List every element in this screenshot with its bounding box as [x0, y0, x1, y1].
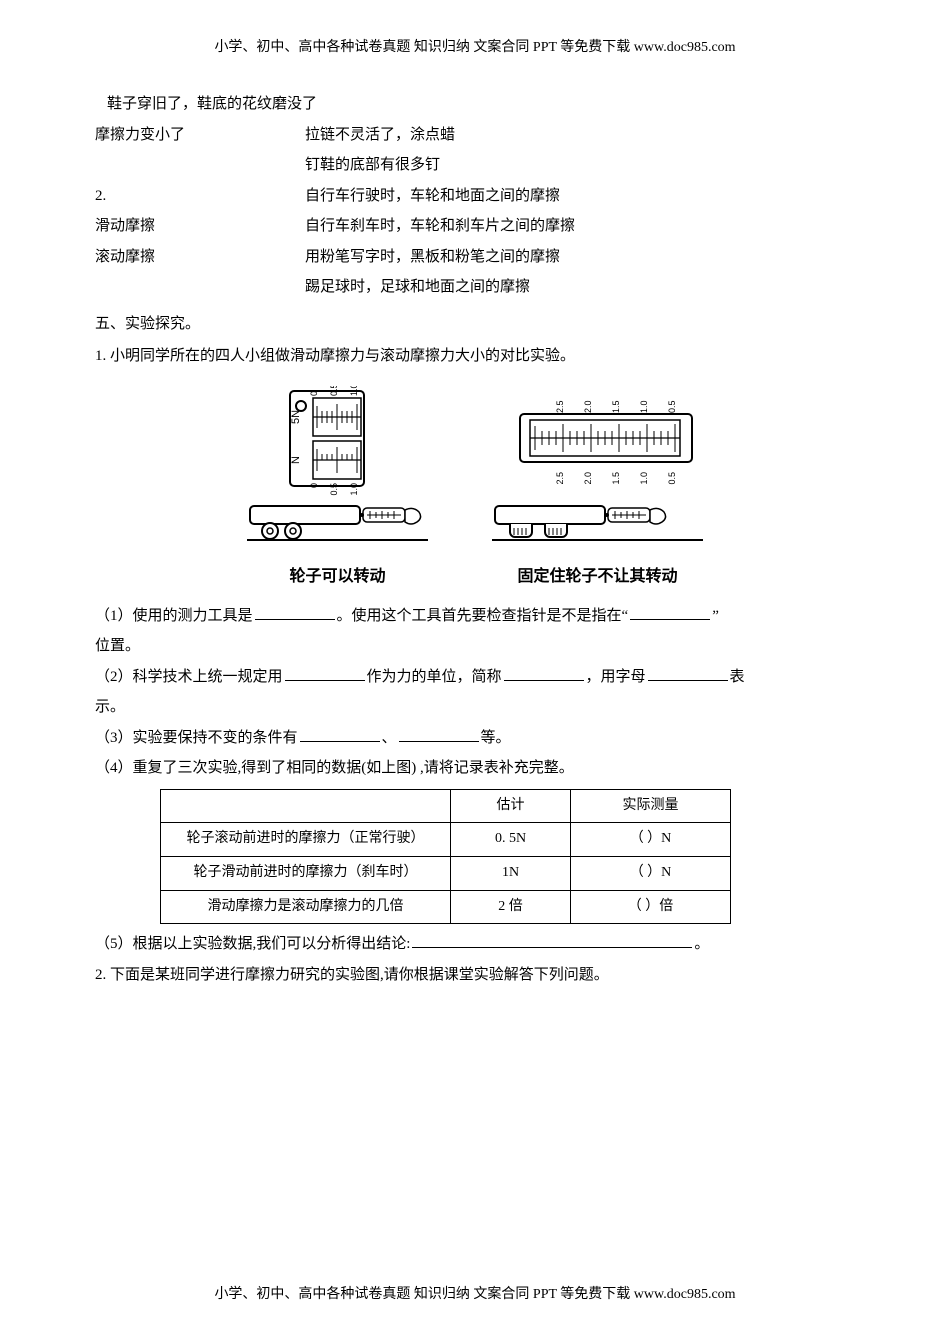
svg-text:2.0: 2.0 [583, 472, 593, 485]
match-left: 滚动摩擦 [95, 243, 305, 272]
table-header: 实际测量 [571, 789, 731, 823]
match-row: 踢足球时，足球和地面之间的摩擦 [95, 273, 855, 302]
table-cell: 轮子滚动前进时的摩擦力（正常行驶） [161, 823, 451, 857]
match-right: 用粉笔写字时，黑板和粉笔之间的摩擦 [305, 243, 855, 272]
table-header: 估计 [451, 789, 571, 823]
sub-question: （1）使用的测力工具是 。使用这个工具首先要检查指针是不是指在“ ” [95, 602, 855, 631]
text: 作为力的单位，简称 [367, 669, 502, 685]
text: ，用字母 [586, 669, 646, 685]
question-number: 2. [95, 182, 305, 211]
fill-blank[interactable] [285, 664, 365, 681]
text: 、 [382, 730, 397, 746]
svg-text:1.0: 1.0 [639, 400, 649, 413]
figure-caption: 固定住轮子不让其转动 [517, 562, 677, 592]
match-row: 2. 自行车行驶时，车轮和地面之间的摩擦 [95, 182, 855, 211]
svg-text:0: 0 [309, 390, 319, 395]
match-left: 滑动摩擦 [95, 212, 305, 241]
svg-text:1.0: 1.0 [349, 386, 359, 396]
figure-caption: 轮子可以转动 [289, 562, 385, 592]
table-row: 滑动摩擦力是滚动摩擦力的几倍 2 倍 （ ）倍 [161, 890, 731, 924]
match-left: 摩擦力变小了 [95, 121, 305, 150]
table-row: 轮子滑动前进时的摩擦力（刹车时） 1N （ ）N [161, 857, 731, 891]
svg-text:0.5: 0.5 [667, 400, 677, 413]
question-stem: 2. 下面是某班同学进行摩擦力研究的实验图,请你根据课堂实验解答下列问题。 [95, 961, 855, 990]
svg-text:0.5: 0.5 [329, 483, 339, 496]
text: （5）根据以上实验数据,我们可以分析得出结论: [95, 936, 410, 952]
svg-text:2.5: 2.5 [555, 472, 565, 485]
fill-blank[interactable] [412, 932, 692, 949]
svg-text:1.5: 1.5 [611, 400, 621, 413]
svg-text:5N: 5N [290, 409, 302, 423]
figure-a: 0 0.5 1.0 0 0.5 [245, 386, 430, 592]
table-header [161, 789, 451, 823]
match-row: 摩擦力变小了 拉链不灵活了，涂点蜡 [95, 121, 855, 150]
table-cell: 轮子滑动前进时的摩擦力（刹车时） [161, 857, 451, 891]
fill-blank[interactable] [504, 664, 584, 681]
text: 等。 [481, 730, 511, 746]
table-row: 轮子滚动前进时的摩擦力（正常行驶） 0. 5N （ ）N [161, 823, 731, 857]
page-header: 小学、初中、高中各种试卷真题 知识归纳 文案合同 PPT 等免费下载 www.d… [0, 35, 950, 62]
svg-text:0.5: 0.5 [329, 386, 339, 396]
match-row: 滚动摩擦 用粉笔写字时，黑板和粉笔之间的摩擦 [95, 243, 855, 272]
svg-text:0.5: 0.5 [667, 472, 677, 485]
table-cell[interactable]: （ ）倍 [571, 890, 731, 924]
match-right: 自行车行驶时，车轮和地面之间的摩擦 [305, 182, 855, 211]
svg-text:1.5: 1.5 [611, 472, 621, 485]
match-row: 滑动摩擦 自行车刹车时，车轮和刹车片之间的摩擦 [95, 212, 855, 241]
match-right: 钉鞋的底部有很多钉 [305, 151, 855, 180]
sub-question: （3）实验要保持不变的条件有 、 等。 [95, 724, 855, 753]
svg-text:1.0: 1.0 [639, 472, 649, 485]
fill-blank[interactable] [648, 664, 728, 681]
table-cell[interactable]: （ ）N [571, 823, 731, 857]
svg-text:2.5: 2.5 [555, 400, 565, 413]
text: （3）实验要保持不变的条件有 [95, 730, 298, 746]
content-area: 鞋子穿旧了，鞋底的花纹磨没了 摩擦力变小了 拉链不灵活了，涂点蜡 钉鞋的底部有很… [95, 90, 855, 989]
match-right: 自行车刹车时，车轮和刹车片之间的摩擦 [305, 212, 855, 241]
fill-blank[interactable] [300, 725, 380, 742]
figure-b: 0.5 1.0 1.5 2.0 2.5 0.5 1.0 1.5 2.0 2.5 [490, 386, 705, 592]
text-line: 鞋子穿旧了，鞋底的花纹磨没了 [95, 90, 855, 119]
table-cell: 1N [451, 857, 571, 891]
svg-text:0: 0 [309, 483, 319, 488]
text-line: 示。 [95, 693, 855, 722]
text: 。使用这个工具首先要检查指针是不是指在“ [337, 608, 629, 624]
svg-text:N: N [290, 456, 302, 464]
page-footer: 小学、初中、高中各种试卷真题 知识归纳 文案合同 PPT 等免费下载 www.d… [0, 1282, 950, 1309]
match-left [95, 273, 305, 302]
text: （2）科学技术上统一规定用 [95, 669, 283, 685]
sub-question: （4）重复了三次实验,得到了相同的数据(如上图) ,请将记录表补充完整。 [95, 754, 855, 783]
fill-blank[interactable] [630, 603, 710, 620]
table-cell[interactable]: （ ）N [571, 857, 731, 891]
sub-question: （5）根据以上实验数据,我们可以分析得出结论: 。 [95, 930, 855, 959]
svg-text:1.0: 1.0 [349, 483, 359, 496]
table-cell: 滑动摩擦力是滚动摩擦力的几倍 [161, 890, 451, 924]
section-title: 五、实验探究。 [95, 310, 855, 339]
text: 表 [730, 669, 745, 685]
table-cell: 2 倍 [451, 890, 571, 924]
match-row: 钉鞋的底部有很多钉 [95, 151, 855, 180]
text: （1）使用的测力工具是 [95, 608, 253, 624]
question-stem: 1. 小明同学所在的四人小组做滑动摩擦力与滚动摩擦力大小的对比实验。 [95, 342, 855, 371]
figure-row: 0 0.5 1.0 0 0.5 [95, 386, 855, 592]
table-cell: 0. 5N [451, 823, 571, 857]
match-right: 拉链不灵活了，涂点蜡 [305, 121, 855, 150]
table-header-row: 估计 实际测量 [161, 789, 731, 823]
text: ” [712, 608, 719, 624]
sub-question: （2）科学技术上统一规定用 作为力的单位，简称 ，用字母 表 [95, 663, 855, 692]
svg-text:2.0: 2.0 [583, 400, 593, 413]
match-right: 踢足球时，足球和地面之间的摩擦 [305, 273, 855, 302]
fill-blank[interactable] [399, 725, 479, 742]
match-left [95, 151, 305, 180]
text-line: 位置。 [95, 632, 855, 661]
text: 。 [694, 936, 709, 952]
fill-blank[interactable] [255, 603, 335, 620]
data-table: 估计 实际测量 轮子滚动前进时的摩擦力（正常行驶） 0. 5N （ ）N 轮子滑… [160, 789, 731, 924]
